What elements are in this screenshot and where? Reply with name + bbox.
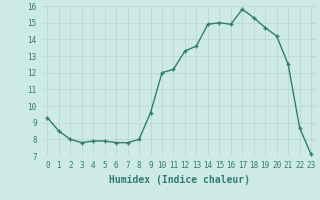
X-axis label: Humidex (Indice chaleur): Humidex (Indice chaleur) [109,175,250,185]
